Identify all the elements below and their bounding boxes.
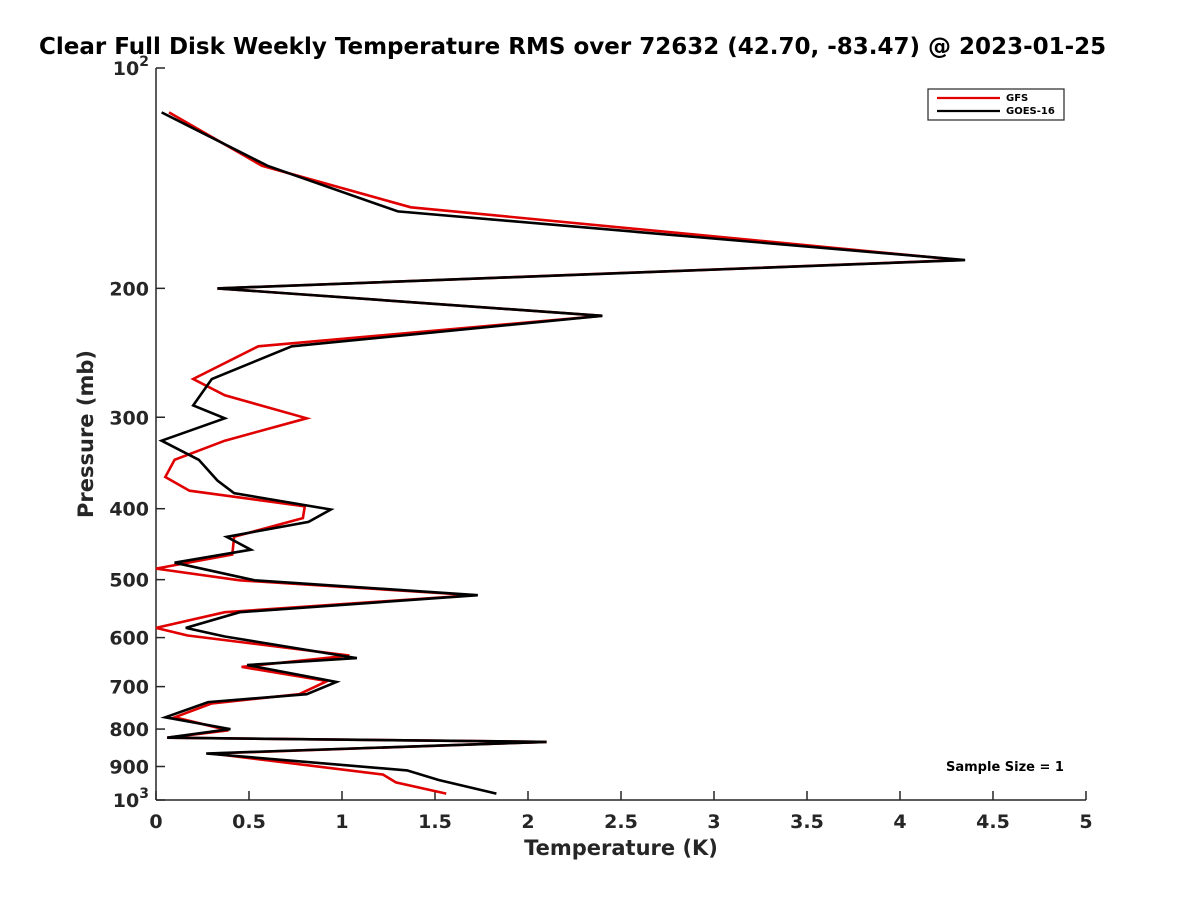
y-tick-label: 200 [109, 278, 149, 300]
legend: GFS GOES-16 [927, 88, 1065, 121]
series-line-gfs [155, 111, 962, 795]
x-tick-label: 1.5 [418, 811, 452, 833]
y-tick-label: 700 [109, 677, 149, 699]
x-tick-label: 0.5 [232, 811, 266, 833]
x-tick-group: 0 0.5 1 1.5 2 2.5 3 3.5 4 4.5 5 [149, 791, 1093, 833]
x-tick-label: 2.5 [604, 811, 638, 833]
y-tick-label: 600 [109, 628, 149, 650]
x-tick-label: 4 [893, 811, 906, 833]
x-tick-label: 3 [707, 811, 720, 833]
y-tick-label: 800 [109, 719, 149, 741]
y-tick-label: 400 [109, 499, 149, 521]
chart-title: Clear Full Disk Weekly Temperature RMS o… [39, 34, 1106, 60]
x-tick-label: 3.5 [790, 811, 824, 833]
x-axis-label: Temperature (K) [524, 836, 718, 860]
y-tick-label: 900 [109, 757, 149, 779]
plot-area: 0 0.5 1 1.5 2 2.5 3 3.5 4 4.5 5 102 200 300 400 500 600… [109, 54, 1092, 833]
y-tick-label: 300 [109, 407, 149, 429]
x-tick-label: 1 [335, 811, 348, 833]
x-tick-label: 4.5 [976, 811, 1010, 833]
y-tick-group: 102 200 300 400 500 600 700 800 900 103 [109, 54, 165, 812]
legend-label-goes16: GOES-16 [1006, 106, 1055, 117]
y-tick-label: 500 [109, 570, 149, 592]
y-axis-label: Pressure (mb) [74, 350, 98, 518]
y-tick-label: 103 [113, 786, 149, 812]
series-group [155, 111, 966, 795]
sample-size-annotation: Sample Size = 1 [946, 760, 1064, 775]
x-tick-label: 0 [149, 811, 162, 833]
series-line-goes16 [158, 111, 966, 795]
x-tick-label: 5 [1079, 811, 1092, 833]
legend-box [927, 88, 1065, 121]
x-tick-label: 2 [521, 811, 534, 833]
y-tick-label: 102 [113, 54, 149, 80]
legend-label-gfs: GFS [1006, 93, 1028, 104]
